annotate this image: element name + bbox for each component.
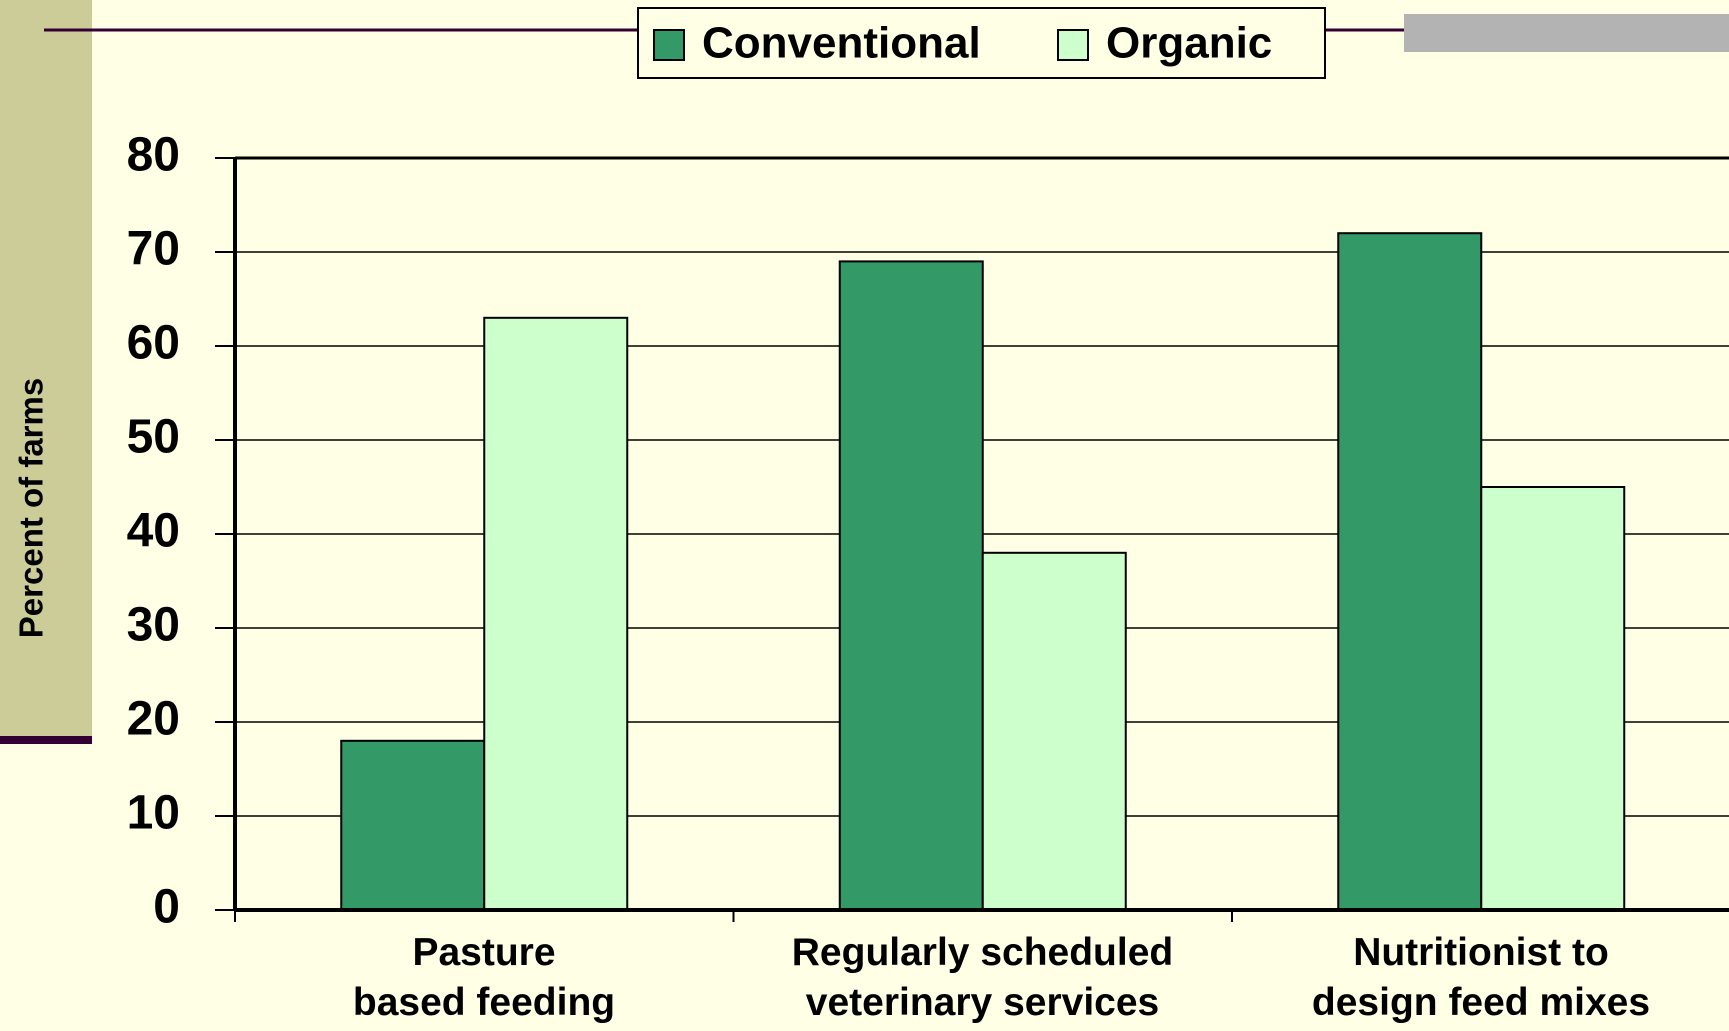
top-bar [1404,14,1729,52]
bar [1337,232,1483,911]
side-strip-rule [0,736,92,744]
bar [981,551,1127,911]
x-tick-label: Regularly scheduled veterinary services [791,931,1174,1024]
y-tick-label: 0 [153,881,180,934]
y-tick-label: 60 [127,317,180,370]
bar [340,739,486,911]
x-tick-label: Pasture based feeding [352,931,616,1024]
side-strip [0,0,92,736]
bar [483,316,629,911]
bar [1480,486,1626,911]
y-tick-label: 10 [127,787,180,840]
x-tick-label: Nutritionist to design feed mixes [1311,931,1651,1024]
legend-label: Organic [1106,19,1272,68]
legend-label: Conventional [702,19,981,68]
y-tick-label: 70 [127,223,180,276]
y-tick-label: 40 [127,505,180,558]
legend-swatch [653,29,685,61]
legend-swatch [1057,29,1089,61]
y-axis-label: Percent of farms [13,378,50,638]
bar [838,260,984,911]
y-tick-label: 80 [127,129,180,182]
y-tick-label: 20 [127,693,180,746]
legend-box [637,7,1326,79]
y-tick-label: 30 [127,599,180,652]
y-tick-label: 50 [127,411,180,464]
